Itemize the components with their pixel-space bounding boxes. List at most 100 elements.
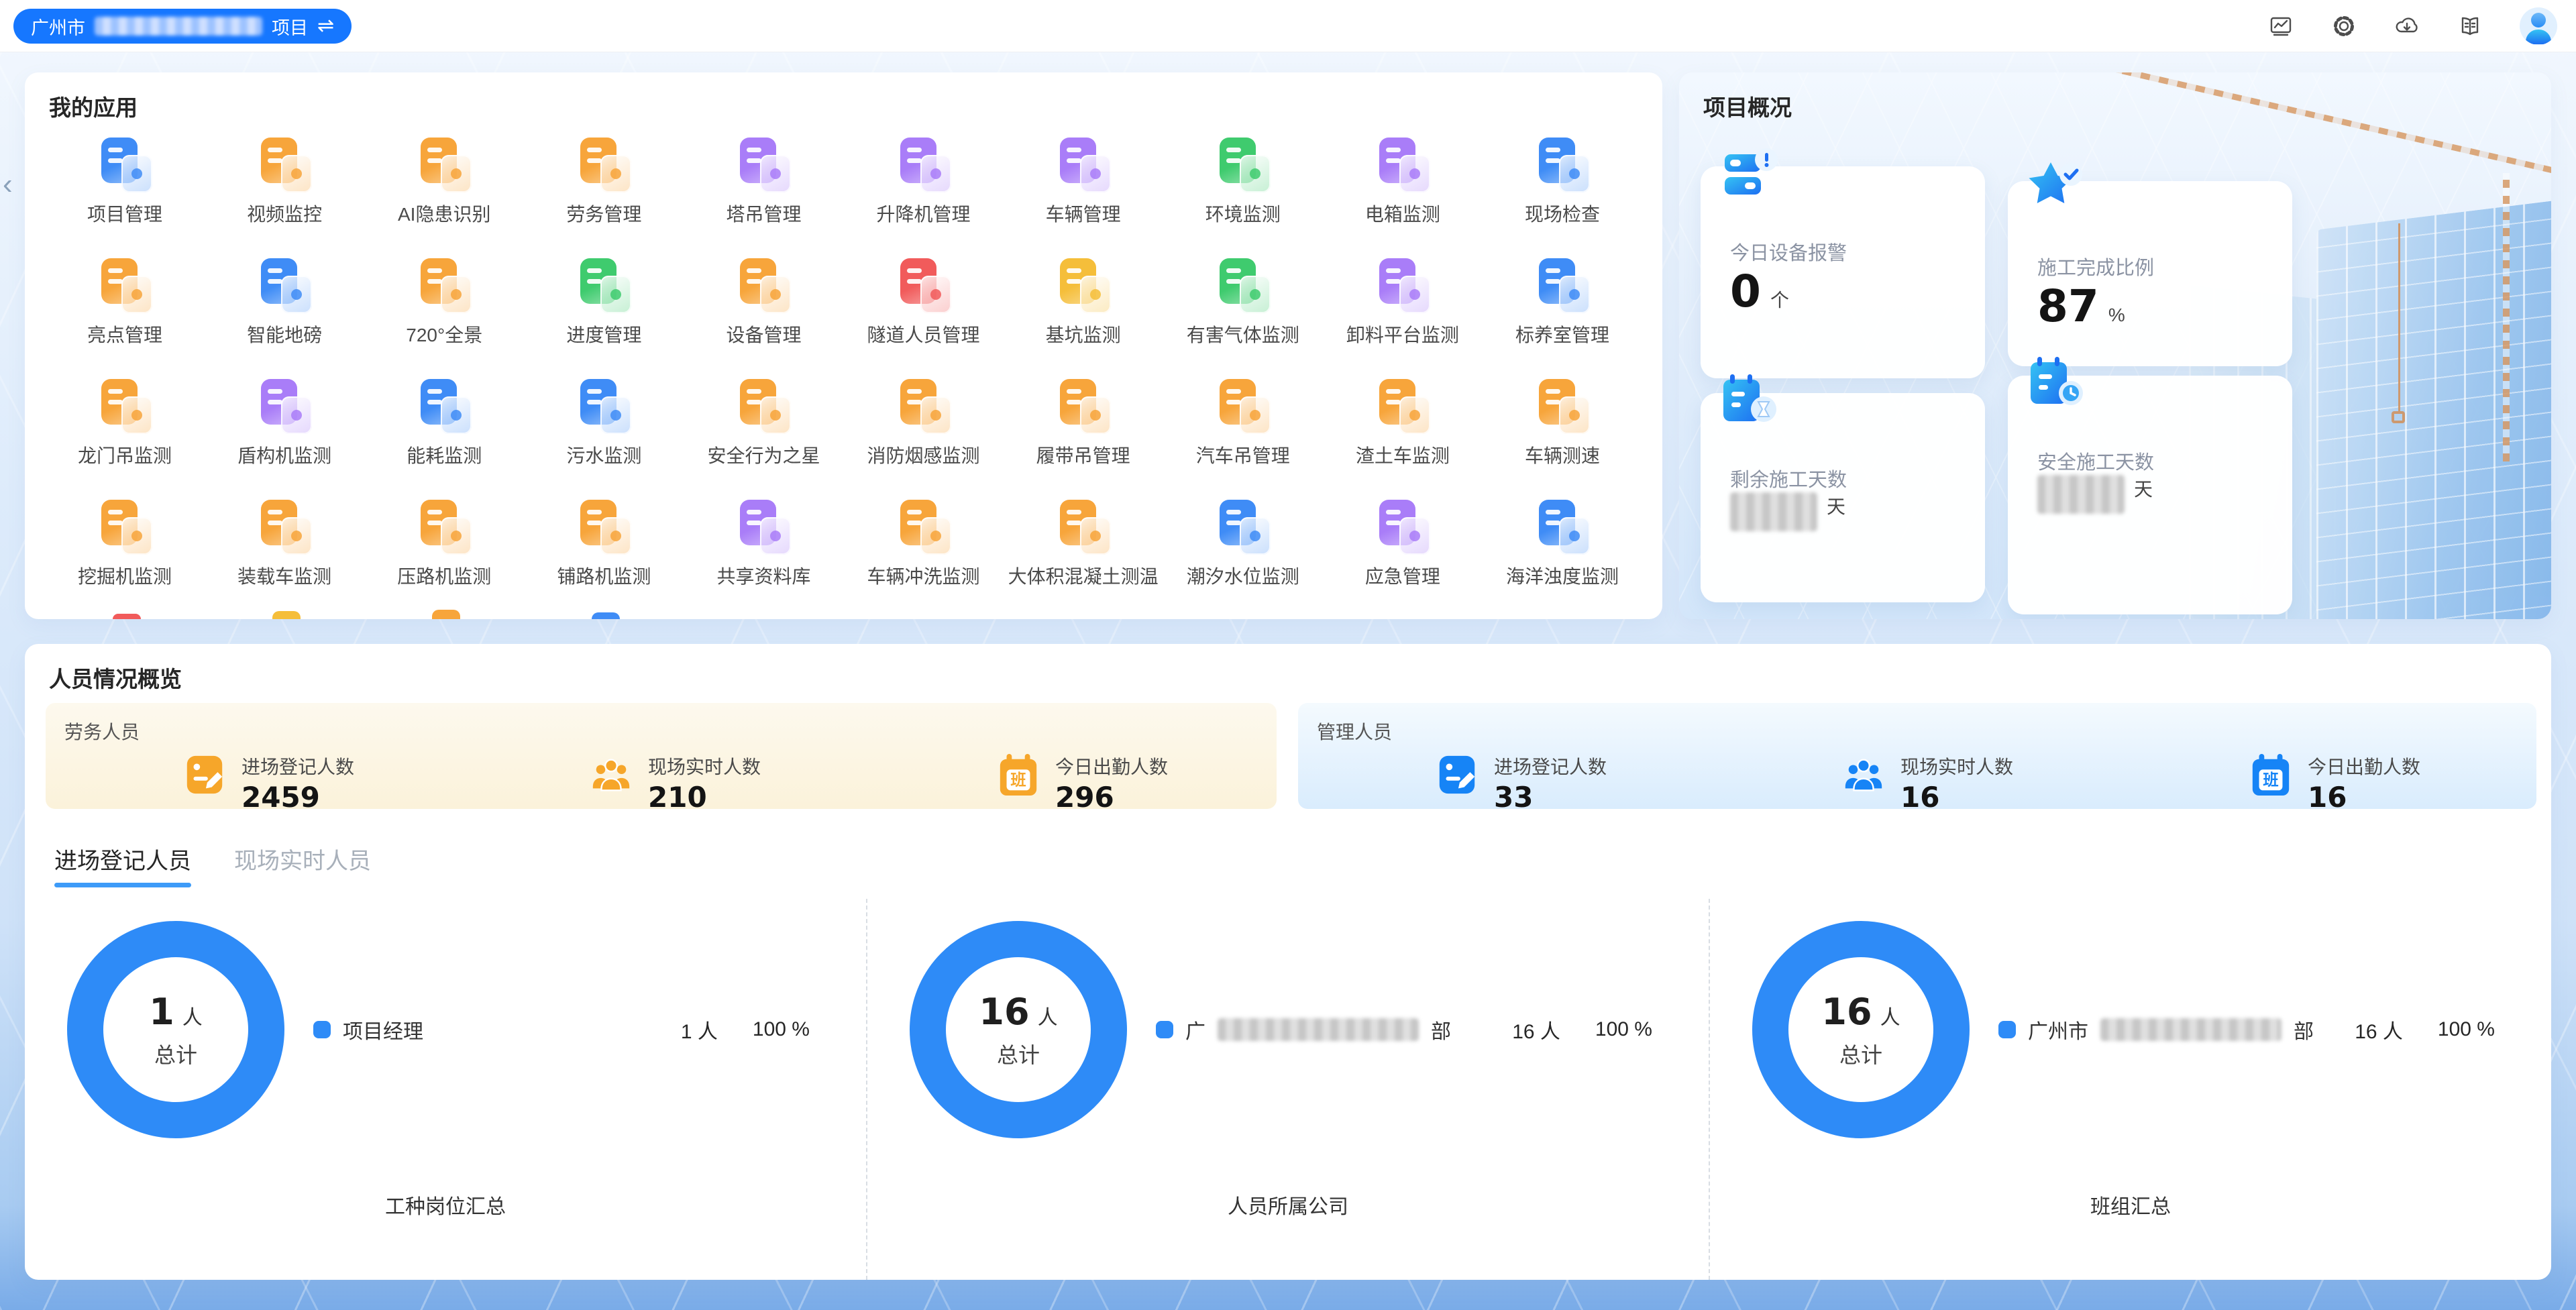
app-item[interactable]: 应急管理 <box>1323 496 1483 617</box>
app-item[interactable]: 铺路机监测 <box>524 496 684 617</box>
app-item[interactable]: 大体积混凝土测温 <box>1004 496 1163 617</box>
legend-name: 项目经理 <box>343 1021 423 1043</box>
app-item[interactable]: 共享资料库 <box>684 496 843 617</box>
legend-percent: 100 % <box>2437 1018 2495 1040</box>
user-avatar[interactable] <box>2520 7 2557 45</box>
app-label: 电箱监测 <box>1364 204 1440 225</box>
tab-realtime-personnel[interactable]: 现场实时人员 <box>234 849 371 874</box>
card-value: 0 <box>1730 266 1761 317</box>
app-item[interactable]: 标养室管理 <box>1483 255 1642 376</box>
app-item[interactable]: 环境监测 <box>1163 134 1323 255</box>
switch-project-icon[interactable]: ⇌ <box>317 15 335 37</box>
card-value-redacted <box>1730 492 1817 531</box>
app-item[interactable]: 塔吊管理 <box>684 134 843 255</box>
app-item[interactable]: 龙门吊监测 <box>45 376 205 496</box>
app-icon <box>894 134 953 193</box>
my-apps-title: 我的应用 <box>49 95 138 120</box>
app-icon <box>1373 376 1432 435</box>
app-item[interactable]: 亮点管理 <box>45 255 205 376</box>
app-item[interactable]: 智能地磅 <box>205 255 364 376</box>
cloud-download-icon[interactable] <box>2394 13 2420 40</box>
app-item[interactable]: 电箱监测 <box>1323 134 1483 255</box>
donut-center: 16 人 总计 <box>1821 990 1900 1067</box>
app-item[interactable]: 能耗监测 <box>364 376 524 496</box>
app-item[interactable]: 进度管理 <box>524 255 684 376</box>
app-item[interactable]: 有害气体监测 <box>1163 255 1323 376</box>
app-item[interactable]: 污水监测 <box>524 376 684 496</box>
project-switcher[interactable]: 广州市 项目 ⇌ <box>13 9 352 44</box>
card-label: 施工完成比例 <box>2037 258 2155 279</box>
topbar: 广州市 项目 ⇌ <box>0 0 2576 52</box>
tab-registered-personnel[interactable]: 进场登记人员 <box>54 842 191 887</box>
app-item[interactable]: AI隐患识别 <box>364 134 524 255</box>
card-label: 剩余施工天数 <box>1730 470 1847 491</box>
app-icon <box>95 255 154 314</box>
app-label: 装载车监测 <box>237 566 332 587</box>
app-item[interactable]: 卸料平台监测 <box>1323 255 1483 376</box>
avatar-head <box>2531 13 2546 28</box>
app-item[interactable]: 劳务管理 <box>524 134 684 255</box>
app-item[interactable]: 720°全景 <box>364 255 524 376</box>
app-item[interactable]: 消防烟感监测 <box>844 376 1004 496</box>
app-item[interactable]: 海洋浊度监测 <box>1483 496 1642 617</box>
stat-value: 296 <box>1055 781 1114 814</box>
calendar-hourglass-icon <box>1715 369 1782 436</box>
labor-attendance-stat: 班 今日出勤人数 296 <box>996 753 1168 814</box>
mgmt-attendance-stat: 班 今日出勤人数 16 <box>2249 753 2420 814</box>
calendar-clock-icon <box>2023 351 2090 419</box>
app-item[interactable]: 车辆管理 <box>1004 134 1163 255</box>
dashboard-icon[interactable] <box>2267 13 2294 40</box>
crane-hook-illustration <box>2392 411 2405 423</box>
app-item[interactable]: 现场检查 <box>1483 134 1642 255</box>
app-icon <box>1533 376 1592 435</box>
manual-book-icon[interactable] <box>2457 13 2483 40</box>
app-icon <box>574 134 633 193</box>
app-icon-peek <box>592 612 620 619</box>
app-item[interactable]: 压路机监测 <box>364 496 524 617</box>
app-label: 能耗监测 <box>407 445 482 466</box>
app-icon <box>415 134 474 193</box>
card-value: 87 <box>2037 280 2099 332</box>
legend-row: 广 部 16 人 100 % <box>1156 1009 1652 1050</box>
app-icon <box>1214 255 1273 314</box>
stat-value: 210 <box>648 781 707 814</box>
app-item[interactable]: 履带吊管理 <box>1004 376 1163 496</box>
scroll-left-icon[interactable]: ‹ <box>3 168 13 201</box>
app-item[interactable]: 隧道人员管理 <box>844 255 1004 376</box>
personnel-tabs: 进场登记人员 现场实时人员 <box>54 842 371 887</box>
app-icon <box>1054 134 1113 193</box>
avatar-body <box>2526 30 2551 44</box>
settings-gear-icon[interactable] <box>2330 13 2357 40</box>
app-item[interactable]: 安全行为之星 <box>684 376 843 496</box>
app-item[interactable]: 设备管理 <box>684 255 843 376</box>
app-label: 车辆测速 <box>1524 445 1600 466</box>
legend-percent: 100 % <box>752 1018 810 1040</box>
app-item[interactable]: 渣土车监测 <box>1323 376 1483 496</box>
app-icon <box>1533 496 1592 555</box>
app-label: 盾构机监测 <box>237 445 332 466</box>
app-label: 大体积混凝土测温 <box>1008 566 1159 587</box>
app-item[interactable]: 基坑监测 <box>1004 255 1163 376</box>
app-item[interactable]: 挖掘机监测 <box>45 496 205 617</box>
legend-name-prefix: 广 <box>1185 1021 1205 1043</box>
app-item[interactable]: 汽车吊管理 <box>1163 376 1323 496</box>
app-icon <box>255 376 314 435</box>
app-item[interactable]: 视频监控 <box>205 134 364 255</box>
legend-chip <box>313 1021 331 1038</box>
app-item[interactable]: 盾构机监测 <box>205 376 364 496</box>
app-label: 潮汐水位监测 <box>1186 566 1299 587</box>
building-illustration <box>2316 197 2551 619</box>
app-item[interactable]: 装载车监测 <box>205 496 364 617</box>
app-item[interactable]: 升降机管理 <box>844 134 1004 255</box>
app-item[interactable]: 潮汐水位监测 <box>1163 496 1323 617</box>
app-label: 智能地磅 <box>247 325 323 345</box>
app-icon <box>95 376 154 435</box>
app-item[interactable]: 车辆测速 <box>1483 376 1642 496</box>
app-icon <box>1373 255 1432 314</box>
app-item[interactable]: 车辆冲洗监测 <box>844 496 1004 617</box>
app-item[interactable]: 项目管理 <box>45 134 205 255</box>
